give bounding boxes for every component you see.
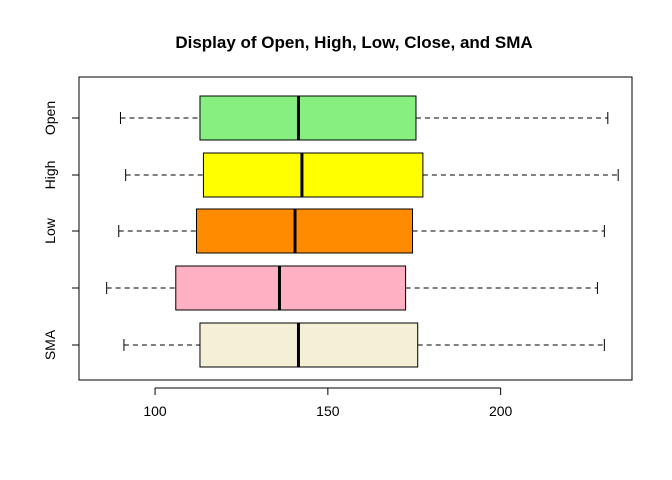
iqr-box [199, 322, 419, 368]
y-tick-label-open: Open [42, 101, 58, 135]
iqr-box [202, 152, 424, 198]
iqr-box [199, 95, 417, 141]
box-group-open [119, 95, 609, 141]
y-tick-label-high: High [42, 161, 58, 190]
box-group-unlabeled [106, 265, 598, 311]
iqr-box [175, 265, 407, 311]
y-tick-label-low: Low [42, 217, 58, 244]
box-group-low [118, 208, 605, 254]
iqr-box [196, 208, 414, 254]
box-group-sma [123, 322, 605, 368]
x-tick-label-150: 150 [316, 403, 340, 419]
box-group-high [125, 152, 619, 198]
axes-layer: Open High Low SMA 100 150 200 [42, 101, 513, 419]
x-tick-label-200: 200 [489, 403, 513, 419]
x-tick-label-100: 100 [143, 403, 167, 419]
plot-frame [78, 76, 633, 381]
chart-title: Display of Open, High, Low, Close, and S… [175, 33, 532, 52]
boxes-layer [106, 95, 619, 368]
y-tick-label-sma: SMA [42, 329, 58, 360]
